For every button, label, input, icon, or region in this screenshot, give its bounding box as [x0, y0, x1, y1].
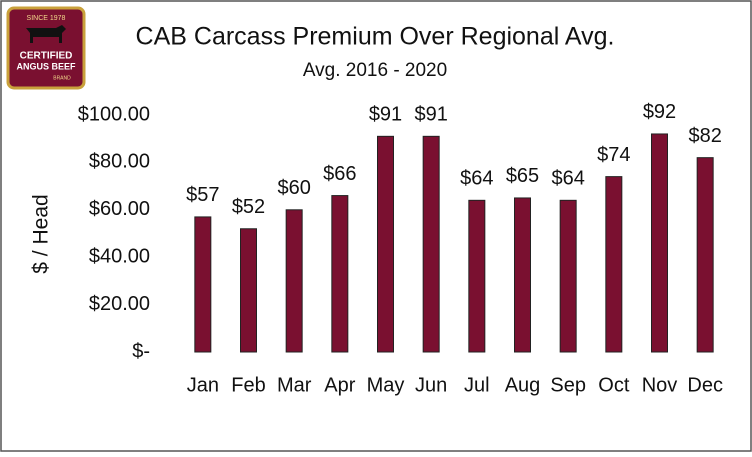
y-tick-label: $100.00 [78, 103, 150, 125]
value-label: $92 [643, 101, 676, 123]
bar [514, 197, 531, 353]
value-label: $82 [688, 125, 721, 147]
bar [696, 157, 714, 353]
value-label: $52 [232, 196, 265, 218]
bar [285, 209, 303, 353]
x-tick-label: Apr [324, 374, 355, 396]
value-label: $66 [323, 163, 356, 185]
y-tick-label: $20.00 [89, 293, 150, 315]
value-label: $65 [506, 165, 539, 187]
logo-since: SINCE 1978 [27, 15, 66, 22]
x-tick-label: May [367, 374, 405, 396]
x-tick-label: Jul [464, 374, 490, 396]
bar [605, 176, 623, 353]
y-tick-label: $- [132, 340, 150, 362]
logo: SINCE 1978 CERTIFIED ANGUS BEEF BRAND [6, 6, 86, 90]
y-tick-label: $40.00 [89, 245, 150, 267]
value-label: $57 [186, 184, 219, 206]
bar [651, 133, 668, 353]
y-tick-label: $80.00 [89, 151, 150, 173]
logo-brand: BRAND [53, 75, 71, 81]
x-tick-label: Oct [598, 374, 630, 396]
x-tick-label: Feb [231, 374, 265, 396]
x-tick-label: Sep [550, 374, 586, 396]
x-tick-label: Aug [505, 374, 541, 396]
logo-cow [26, 25, 66, 43]
bar [377, 135, 394, 353]
y-tick-label: $60.00 [89, 198, 150, 220]
x-tick-label: Nov [642, 374, 678, 396]
bar [240, 228, 257, 353]
x-tick-label: Mar [277, 374, 312, 396]
y-axis-label: $ / Head [30, 194, 53, 273]
value-label: $60 [277, 177, 310, 199]
value-label: $64 [460, 168, 493, 190]
logo-line2: ANGUS BEEF [16, 61, 76, 71]
bar [559, 199, 577, 353]
value-label: $91 [414, 104, 447, 126]
value-label: $74 [597, 144, 630, 166]
bar [331, 195, 349, 353]
chart-subtitle: Avg. 2016 - 2020 [303, 60, 447, 81]
bar [468, 199, 486, 353]
x-tick-label: Jun [415, 374, 447, 396]
bar [194, 216, 212, 353]
chart-title: CAB Carcass Premium Over Regional Avg. [136, 23, 615, 51]
x-tick-label: Jan [187, 374, 219, 396]
x-tick-label: Dec [687, 374, 723, 396]
value-label: $91 [369, 104, 402, 126]
logo-line1: CERTIFIED [20, 51, 73, 62]
bar [422, 135, 440, 353]
value-label: $64 [551, 168, 584, 190]
